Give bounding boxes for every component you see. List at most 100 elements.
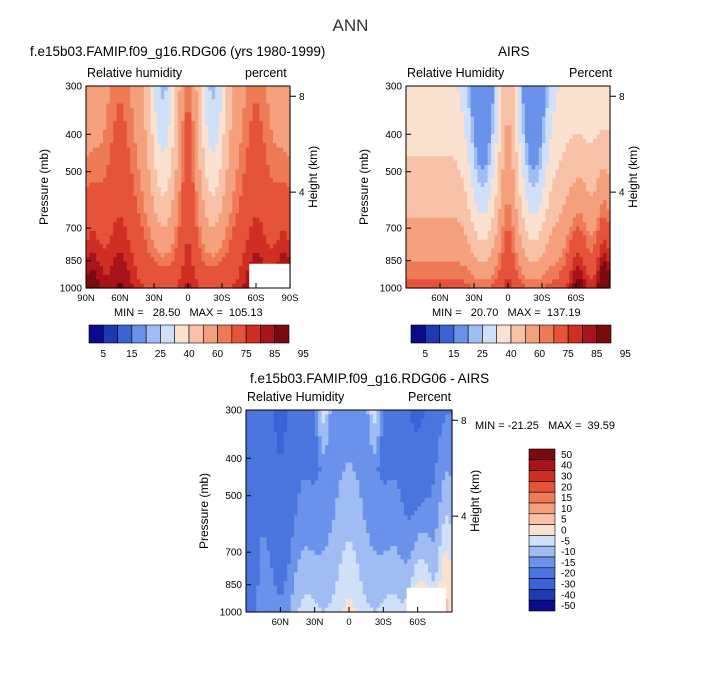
contour-cell	[164, 121, 169, 127]
contour-cell	[279, 94, 284, 100]
contour-cell	[491, 86, 495, 91]
contour-cell	[201, 244, 206, 250]
contour-cell	[406, 239, 410, 245]
contour-cell	[218, 261, 223, 267]
contour-cell	[606, 217, 611, 223]
contour-cell	[154, 279, 158, 285]
contour-cell	[508, 178, 512, 184]
contour-cell	[545, 169, 550, 175]
contour-cell	[276, 230, 281, 236]
contour-cell	[130, 226, 135, 232]
contour-cell	[86, 173, 90, 179]
contour-cell	[120, 261, 124, 267]
contour-cell	[222, 90, 226, 96]
contour-cell	[232, 244, 237, 250]
contour-cell	[99, 121, 104, 127]
contour-cell	[494, 182, 499, 188]
contour-cell	[242, 279, 247, 285]
contour-cell	[480, 195, 485, 201]
contour-cell	[133, 107, 138, 113]
contour-cell	[171, 270, 175, 276]
contour-cell	[521, 151, 526, 157]
contour-cell	[188, 129, 192, 135]
contour-cell	[242, 213, 247, 219]
contour-cell	[501, 134, 506, 140]
contour-cell	[198, 169, 203, 175]
contour-cell	[259, 208, 264, 214]
contour-cell	[514, 107, 519, 113]
contour-cell	[412, 226, 417, 232]
contour-cell	[201, 261, 206, 267]
contour-cell	[120, 169, 124, 175]
contour-cell	[89, 165, 94, 171]
contour-cell	[514, 169, 519, 175]
contour-cell	[140, 182, 145, 188]
contour-cell	[511, 200, 516, 206]
contour-cell	[160, 143, 165, 149]
contour-cell	[555, 116, 560, 122]
contour-cell	[177, 191, 182, 197]
contour-cell	[429, 208, 434, 214]
contour-cell	[126, 248, 131, 254]
contour-cell	[273, 222, 277, 228]
contour-cell	[143, 173, 148, 179]
contour-cell	[109, 230, 114, 236]
contour-cell	[552, 235, 557, 241]
contour-cell	[416, 143, 421, 149]
contour-cell	[286, 169, 291, 175]
contour-cell	[501, 187, 506, 192]
contour-cell	[586, 235, 591, 241]
contour-cell	[239, 160, 243, 166]
contour-cell	[140, 208, 145, 214]
contour-cell	[545, 116, 550, 122]
contour-cell	[470, 200, 475, 206]
contour-cell	[191, 257, 196, 263]
contour-cell	[518, 116, 523, 122]
contour-cell	[606, 116, 611, 122]
contour-cell	[457, 125, 461, 131]
contour-cell	[514, 116, 519, 122]
contour-cell	[137, 235, 141, 241]
contour-cell	[487, 138, 492, 144]
contour-cell	[545, 200, 550, 206]
contour-cell	[164, 261, 169, 267]
contour-cell	[412, 121, 417, 127]
contour-cell	[174, 116, 179, 122]
contour-cell	[225, 217, 230, 223]
contour-cell	[143, 239, 148, 245]
contour-cell	[249, 200, 254, 206]
contour-cell	[147, 244, 152, 250]
contour-cell	[252, 222, 257, 228]
contour-cell	[457, 195, 461, 201]
contour-cell	[232, 213, 237, 219]
contour-cell	[177, 151, 182, 157]
contour-cell	[205, 138, 209, 144]
contour-cell	[92, 103, 97, 109]
contour-cell	[266, 191, 271, 197]
contour-cell	[480, 134, 485, 140]
contour-cell	[157, 169, 162, 175]
contour-cell	[113, 147, 118, 153]
contour-cell	[606, 94, 611, 100]
contour-cell	[184, 138, 189, 144]
contour-cell	[269, 195, 274, 201]
contour-cell	[157, 235, 162, 241]
contour-cell	[120, 112, 124, 118]
contour-cell	[406, 125, 410, 131]
contour-cell	[593, 226, 597, 232]
contour-cell	[252, 165, 257, 171]
contour-cell	[269, 165, 274, 171]
contour-cell	[484, 208, 489, 214]
contour-cell	[242, 169, 247, 175]
contour-cell	[269, 222, 274, 228]
contour-cell	[86, 230, 90, 236]
contour-cell	[596, 187, 601, 192]
contour-cell	[269, 116, 274, 122]
contour-cell	[157, 112, 162, 118]
contour-cell	[569, 195, 574, 201]
contour-cell	[286, 151, 291, 157]
contour-cell	[555, 143, 560, 149]
contour-cell	[470, 195, 475, 201]
contour-cell	[276, 239, 281, 245]
contour-cell	[181, 160, 186, 166]
